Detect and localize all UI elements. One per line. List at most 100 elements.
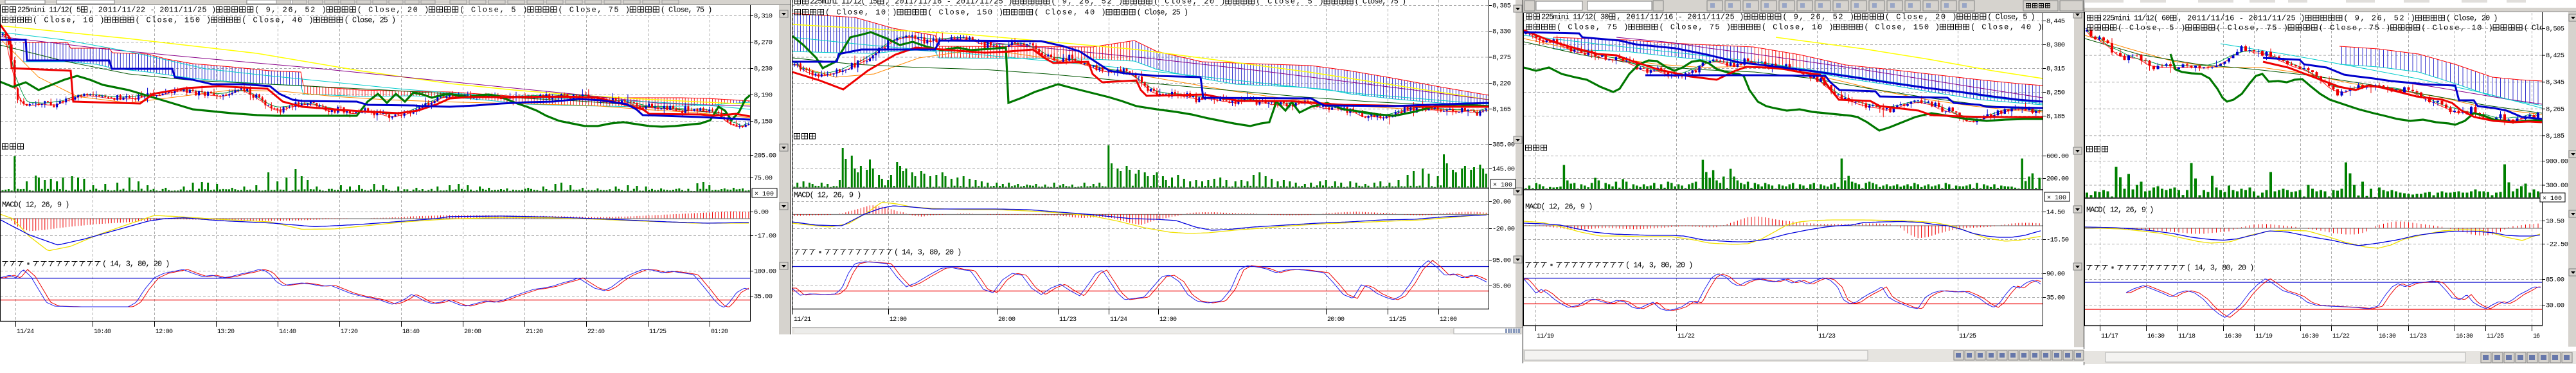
svg-text:8,275: 8,275	[1492, 54, 1511, 62]
svg-text:11/24: 11/24	[1110, 316, 1127, 323]
svg-text:11/22: 11/22	[1677, 332, 1695, 340]
svg-text:( Close, 5 ): ( Close, 5 )	[2118, 23, 2185, 32]
svg-text:11/25: 11/25	[1389, 316, 1406, 323]
svg-text:( Close, 150 ): ( Close, 150 )	[136, 15, 211, 24]
svg-text:( 9, 26, 52 ): ( 9, 26, 52 )	[1782, 12, 1854, 21]
svg-text:11/22: 11/22	[2332, 332, 2350, 340]
svg-text:( Close, 75 ): ( Close, 75 )	[661, 5, 713, 14]
svg-text:8,385: 8,385	[1492, 3, 1511, 10]
svg-text:( Close, 25 ): ( Close, 25 )	[1137, 8, 1189, 17]
svg-text:× 100: × 100	[2543, 196, 2562, 203]
svg-text:205.00: 205.00	[754, 152, 776, 160]
svg-text:8,315: 8,315	[2046, 66, 2065, 73]
svg-text:100.00: 100.00	[754, 268, 776, 276]
svg-text:95.00: 95.00	[1492, 257, 1511, 265]
svg-text:35.00: 35.00	[2046, 295, 2065, 302]
svg-text:30.00: 30.00	[2546, 302, 2564, 310]
svg-text:11/23: 11/23	[1059, 316, 1077, 323]
svg-text:145.00: 145.00	[1492, 166, 1515, 174]
svg-text:8,270: 8,270	[754, 39, 773, 47]
svg-text:MACD( 12, 26, 9 ): MACD( 12, 26, 9 )	[2, 200, 69, 209]
svg-text:( Close, 75 ): ( Close, 75 )	[2319, 23, 2391, 32]
svg-text:600.00: 600.00	[2046, 153, 2069, 161]
svg-text:225mini 11/12( 60: 225mini 11/12( 60	[2102, 14, 2170, 23]
svg-text:( Close, 150 ): ( Close, 150 )	[1864, 23, 1940, 32]
svg-text:20:00: 20:00	[998, 316, 1015, 323]
svg-text:( Close, 10 ): ( Close, 10 )	[1762, 23, 1834, 32]
svg-text:11/21: 11/21	[794, 316, 811, 323]
svg-text:( 14, 3, 80, 20 ): ( 14, 3, 80, 20 )	[102, 259, 170, 268]
svg-text:16:30: 16:30	[2379, 333, 2396, 340]
svg-text:20.00: 20.00	[1492, 199, 1511, 206]
svg-text:( 9, 26, 52 ): ( 9, 26, 52 )	[1051, 0, 1123, 6]
svg-text:14.50: 14.50	[2046, 209, 2065, 217]
svg-text:225mini 11/12( 5: 225mini 11/12( 5	[17, 5, 81, 14]
svg-text:11/25: 11/25	[2487, 332, 2504, 340]
svg-text:85.00: 85.00	[2546, 277, 2564, 284]
svg-text:14:40: 14:40	[279, 329, 296, 336]
svg-text:11/23: 11/23	[2410, 332, 2427, 340]
svg-text:11/17: 11/17	[2101, 332, 2118, 340]
svg-text:( Close, 75 ): ( Close, 75 )	[1355, 0, 1407, 6]
svg-text:( Close, 20 ): ( Close, 20 )	[357, 5, 429, 14]
svg-text:21:20: 21:20	[526, 329, 543, 336]
svg-text:11/25: 11/25	[649, 328, 666, 336]
svg-text:16:30: 16:30	[2456, 333, 2473, 340]
svg-text:( Close, 75 ): ( Close, 75 )	[1659, 23, 1731, 32]
svg-text:10.50: 10.50	[2546, 218, 2564, 226]
svg-text:35.00: 35.00	[1492, 283, 1511, 291]
svg-text:16:30: 16:30	[2224, 333, 2242, 340]
svg-text:( 9, 26, 52 ): ( 9, 26, 52 )	[2343, 14, 2415, 23]
svg-text:MACD( 12, 26, 9 ): MACD( 12, 26, 9 )	[2086, 205, 2154, 214]
svg-text:35.00: 35.00	[754, 293, 773, 301]
svg-text:11/25: 11/25	[1959, 332, 1976, 340]
svg-text:01:20: 01:20	[711, 329, 728, 336]
svg-text:8,165: 8,165	[1492, 106, 1511, 114]
svg-text:× 100: × 100	[1493, 182, 1512, 189]
svg-text:, 2011/11/22 - 2011/11/25 ): , 2011/11/22 - 2011/11/25 )	[89, 5, 216, 14]
svg-text:11/23: 11/23	[1818, 332, 1836, 340]
svg-text:( 14, 3, 80, 20 ): ( 14, 3, 80, 20 )	[894, 248, 962, 257]
svg-text:8,185: 8,185	[2046, 113, 2065, 121]
svg-text:( Close, 25 ): ( Close, 25 )	[344, 15, 397, 24]
svg-text:12:00: 12:00	[1159, 316, 1177, 323]
svg-text:13:20: 13:20	[217, 329, 235, 336]
svg-text:( Close, 75 ): ( Close, 75 )	[1557, 23, 1629, 32]
svg-text:11/18: 11/18	[2178, 332, 2196, 340]
svg-text:( Close, 10 ): ( Close, 10 )	[825, 8, 897, 17]
svg-text:18:40: 18:40	[402, 329, 420, 336]
svg-text:11/19: 11/19	[2255, 332, 2273, 340]
svg-text:6.00: 6.00	[754, 209, 769, 217]
svg-text:MACD( 12, 26, 9 ): MACD( 12, 26, 9 )	[1525, 202, 1593, 211]
svg-text:8,190: 8,190	[754, 92, 773, 100]
svg-text:( Close, 150: ( Close, 150	[2524, 23, 2572, 32]
svg-text:( Close, 75 ): ( Close, 75 )	[2216, 23, 2288, 32]
svg-text:MACD( 12, 26, 9 ): MACD( 12, 26, 9 )	[794, 190, 861, 199]
svg-text:90.00: 90.00	[2046, 271, 2065, 278]
svg-text:-20.00: -20.00	[1492, 226, 1515, 233]
svg-text:-15.50: -15.50	[2046, 237, 2069, 244]
svg-text:385.00: 385.00	[1492, 141, 1515, 149]
svg-text:8,310: 8,310	[754, 13, 773, 21]
svg-text:8,150: 8,150	[754, 118, 773, 126]
svg-text:( Close, 20 ): ( Close, 20 )	[1885, 12, 1957, 21]
svg-text:8,250: 8,250	[2046, 89, 2065, 97]
svg-text:8,425: 8,425	[2546, 52, 2564, 60]
svg-text:11/24: 11/24	[17, 328, 34, 336]
svg-text:( 14, 3, 80, 20 ): ( 14, 3, 80, 20 )	[1625, 260, 1693, 269]
svg-text:225mini 11/12( 30: 225mini 11/12( 30	[1541, 12, 1609, 21]
svg-text:( Close, 150 ): ( Close, 150 )	[928, 8, 1004, 17]
svg-text:8,505: 8,505	[2546, 26, 2564, 33]
svg-text:( Close, 5 ): ( Close, 5 )	[460, 5, 527, 14]
svg-text:( 9, 26, 52 ): ( 9, 26, 52 )	[255, 5, 326, 14]
svg-text:16:30: 16:30	[2302, 333, 2319, 340]
svg-text:225mini 11/12( 15: 225mini 11/12( 15	[810, 0, 877, 6]
svg-text:( 14, 3, 80, 20 ): ( 14, 3, 80, 20 )	[2187, 263, 2254, 272]
svg-text:12:00: 12:00	[156, 329, 173, 336]
svg-text:8,230: 8,230	[754, 66, 773, 73]
svg-text:( Close, 5 ): ( Close, 5 )	[1256, 0, 1323, 6]
svg-text:8,445: 8,445	[2046, 18, 2065, 26]
svg-text:8,330: 8,330	[1492, 28, 1511, 36]
svg-text:( Close, 40 ): ( Close, 40 )	[1971, 23, 2043, 32]
svg-text:17:20: 17:20	[341, 329, 358, 336]
